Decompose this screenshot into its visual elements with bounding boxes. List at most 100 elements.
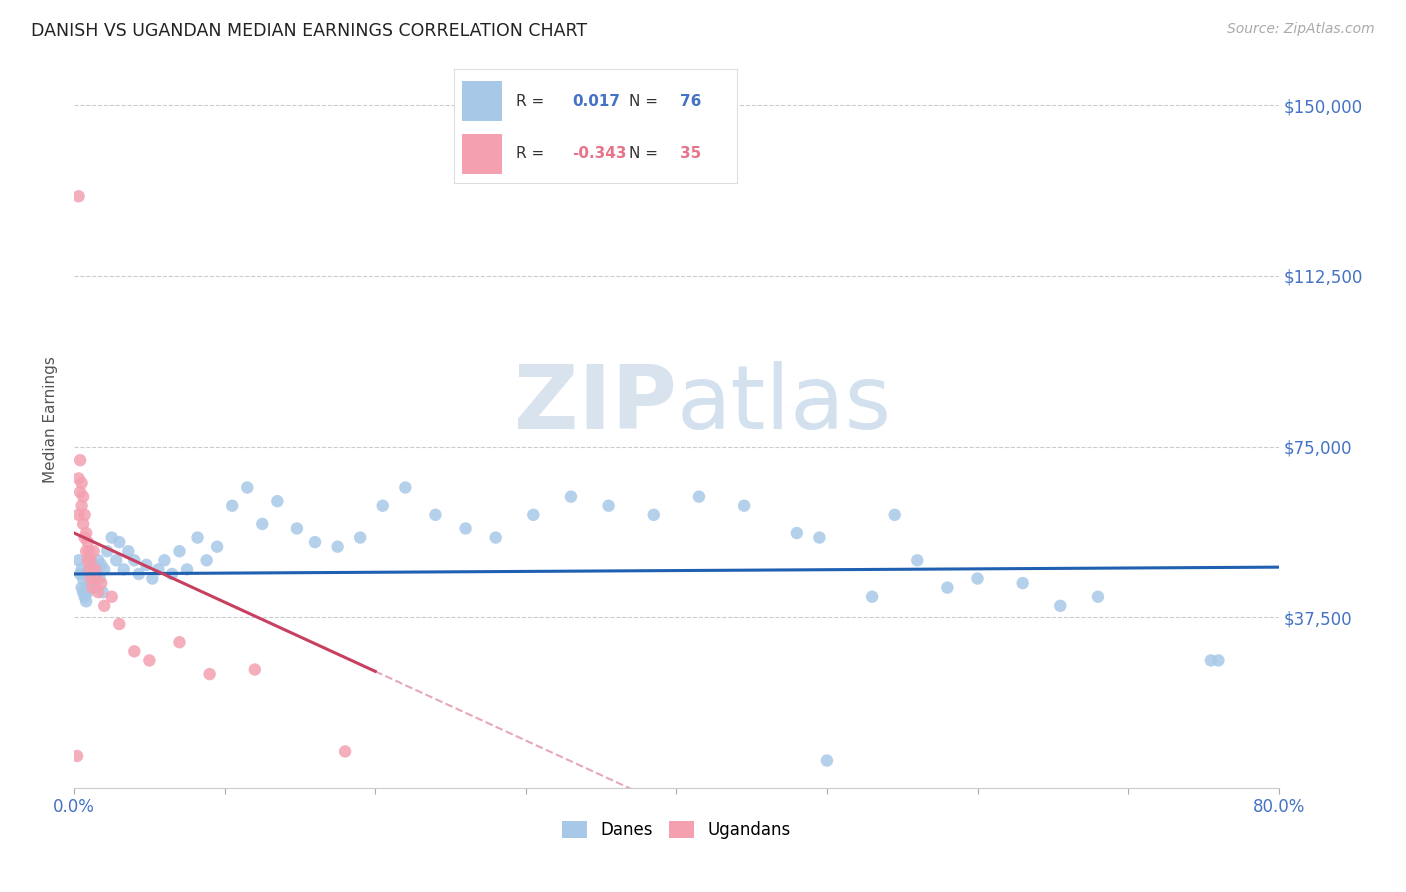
Point bbox=[108, 617, 131, 632]
Point bbox=[454, 521, 477, 535]
Point bbox=[77, 581, 100, 595]
Point bbox=[87, 585, 110, 599]
Point bbox=[1049, 599, 1071, 613]
Point bbox=[688, 490, 710, 504]
Point bbox=[72, 490, 94, 504]
Point bbox=[77, 562, 100, 576]
Text: atlas: atlas bbox=[676, 361, 891, 448]
Point bbox=[371, 499, 394, 513]
Text: ZIP: ZIP bbox=[513, 361, 676, 448]
Point bbox=[72, 572, 94, 586]
Legend: Danes, Ugandans: Danes, Ugandans bbox=[555, 814, 797, 846]
Point bbox=[73, 508, 96, 522]
Point bbox=[79, 553, 101, 567]
Point bbox=[285, 521, 308, 535]
Point bbox=[153, 553, 176, 567]
Point bbox=[560, 490, 582, 504]
Point bbox=[67, 189, 90, 203]
Point bbox=[77, 544, 100, 558]
Point bbox=[883, 508, 905, 522]
Point bbox=[304, 535, 326, 549]
Y-axis label: Median Earnings: Median Earnings bbox=[44, 356, 58, 483]
Point bbox=[138, 653, 160, 667]
Point bbox=[485, 531, 508, 545]
Point bbox=[135, 558, 157, 572]
Point bbox=[1087, 590, 1109, 604]
Point bbox=[349, 531, 371, 545]
Point bbox=[425, 508, 447, 522]
Point bbox=[84, 581, 107, 595]
Text: DANISH VS UGANDAN MEDIAN EARNINGS CORRELATION CHART: DANISH VS UGANDAN MEDIAN EARNINGS CORREL… bbox=[31, 22, 588, 40]
Point bbox=[76, 535, 98, 549]
Point bbox=[105, 553, 128, 567]
Point bbox=[195, 553, 218, 567]
Point bbox=[198, 667, 221, 681]
Point bbox=[169, 635, 191, 649]
Point bbox=[176, 562, 198, 576]
Point bbox=[70, 562, 93, 576]
Point bbox=[733, 499, 755, 513]
Point bbox=[808, 531, 831, 545]
Point bbox=[69, 453, 91, 467]
Point bbox=[1208, 653, 1230, 667]
Point bbox=[205, 540, 228, 554]
Point bbox=[936, 581, 959, 595]
Point bbox=[67, 471, 90, 485]
Point bbox=[128, 566, 150, 581]
Point bbox=[148, 562, 170, 576]
Point bbox=[87, 553, 110, 567]
Point bbox=[117, 544, 139, 558]
Point bbox=[86, 572, 108, 586]
Point bbox=[1011, 576, 1033, 591]
Point bbox=[91, 585, 114, 599]
Point bbox=[89, 572, 111, 586]
Point bbox=[141, 572, 163, 586]
Point bbox=[67, 553, 90, 567]
Point bbox=[187, 531, 209, 545]
Point bbox=[96, 544, 118, 558]
Point bbox=[77, 562, 100, 576]
Point bbox=[112, 562, 135, 576]
Point bbox=[100, 531, 122, 545]
Point bbox=[82, 581, 104, 595]
Point bbox=[76, 566, 98, 581]
Point bbox=[67, 508, 90, 522]
Point bbox=[72, 585, 94, 599]
Point bbox=[83, 544, 105, 558]
Point bbox=[75, 594, 97, 608]
Point bbox=[69, 566, 91, 581]
Point bbox=[252, 516, 274, 531]
Point bbox=[90, 558, 112, 572]
Point bbox=[266, 494, 288, 508]
Point bbox=[815, 754, 838, 768]
Point bbox=[169, 544, 191, 558]
Point bbox=[326, 540, 349, 554]
Point bbox=[160, 566, 183, 581]
Point bbox=[243, 663, 266, 677]
Text: Source: ZipAtlas.com: Source: ZipAtlas.com bbox=[1227, 22, 1375, 37]
Point bbox=[221, 499, 243, 513]
Point bbox=[124, 644, 146, 658]
Point bbox=[79, 553, 101, 567]
Point bbox=[236, 481, 259, 495]
Point bbox=[66, 749, 89, 764]
Point bbox=[124, 553, 146, 567]
Point bbox=[83, 572, 105, 586]
Point bbox=[905, 553, 928, 567]
Point bbox=[786, 526, 808, 541]
Point bbox=[76, 553, 98, 567]
Point bbox=[1199, 653, 1222, 667]
Point bbox=[90, 576, 112, 591]
Point bbox=[93, 562, 115, 576]
Point bbox=[72, 516, 94, 531]
Point bbox=[73, 531, 96, 545]
Point bbox=[394, 481, 416, 495]
Point bbox=[75, 526, 97, 541]
Point bbox=[79, 572, 101, 586]
Point bbox=[79, 572, 101, 586]
Point bbox=[70, 475, 93, 490]
Point bbox=[86, 566, 108, 581]
Point bbox=[598, 499, 620, 513]
Point bbox=[75, 544, 97, 558]
Point bbox=[522, 508, 544, 522]
